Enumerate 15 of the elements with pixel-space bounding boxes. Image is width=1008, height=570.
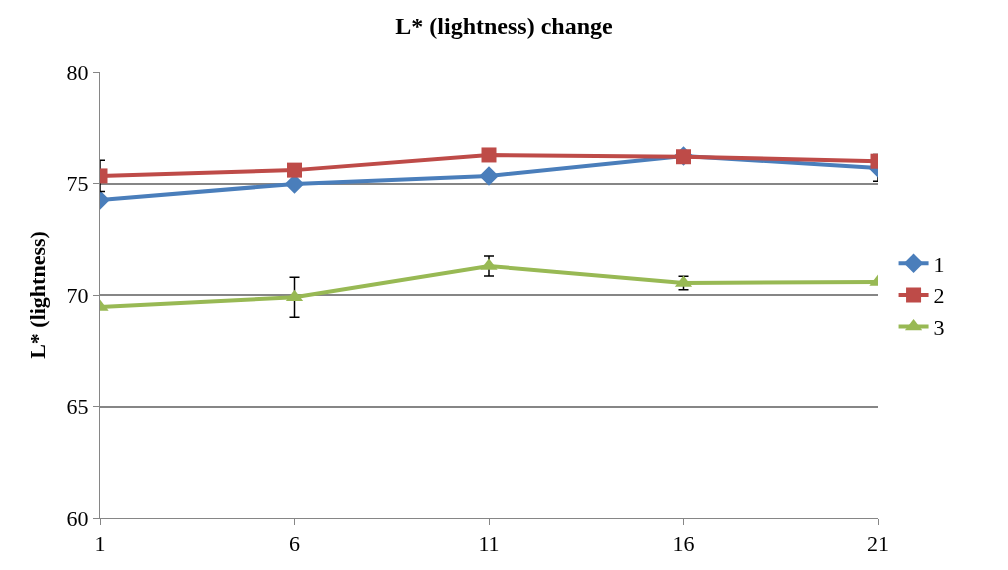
y-axis-title: L* (lightness) xyxy=(25,231,51,359)
legend-label: 2 xyxy=(933,283,945,309)
x-tick-label: 6 xyxy=(289,531,300,557)
chart-title: L* (lightness) change xyxy=(395,12,614,39)
x-tick-label: 1 xyxy=(94,531,106,557)
x-tick-label: 16 xyxy=(672,531,695,557)
y-tick-label: 65 xyxy=(66,394,89,420)
x-tick-label: 11 xyxy=(478,531,500,557)
x-tick-label: 21 xyxy=(867,531,889,557)
y-tick-label: 75 xyxy=(66,171,89,197)
y-tick-label: 70 xyxy=(66,282,89,308)
y-tick-label: 60 xyxy=(66,505,89,531)
y-tick-label: 80 xyxy=(66,59,89,85)
legend-label: 3 xyxy=(933,315,945,341)
legend-label: 1 xyxy=(933,251,945,277)
